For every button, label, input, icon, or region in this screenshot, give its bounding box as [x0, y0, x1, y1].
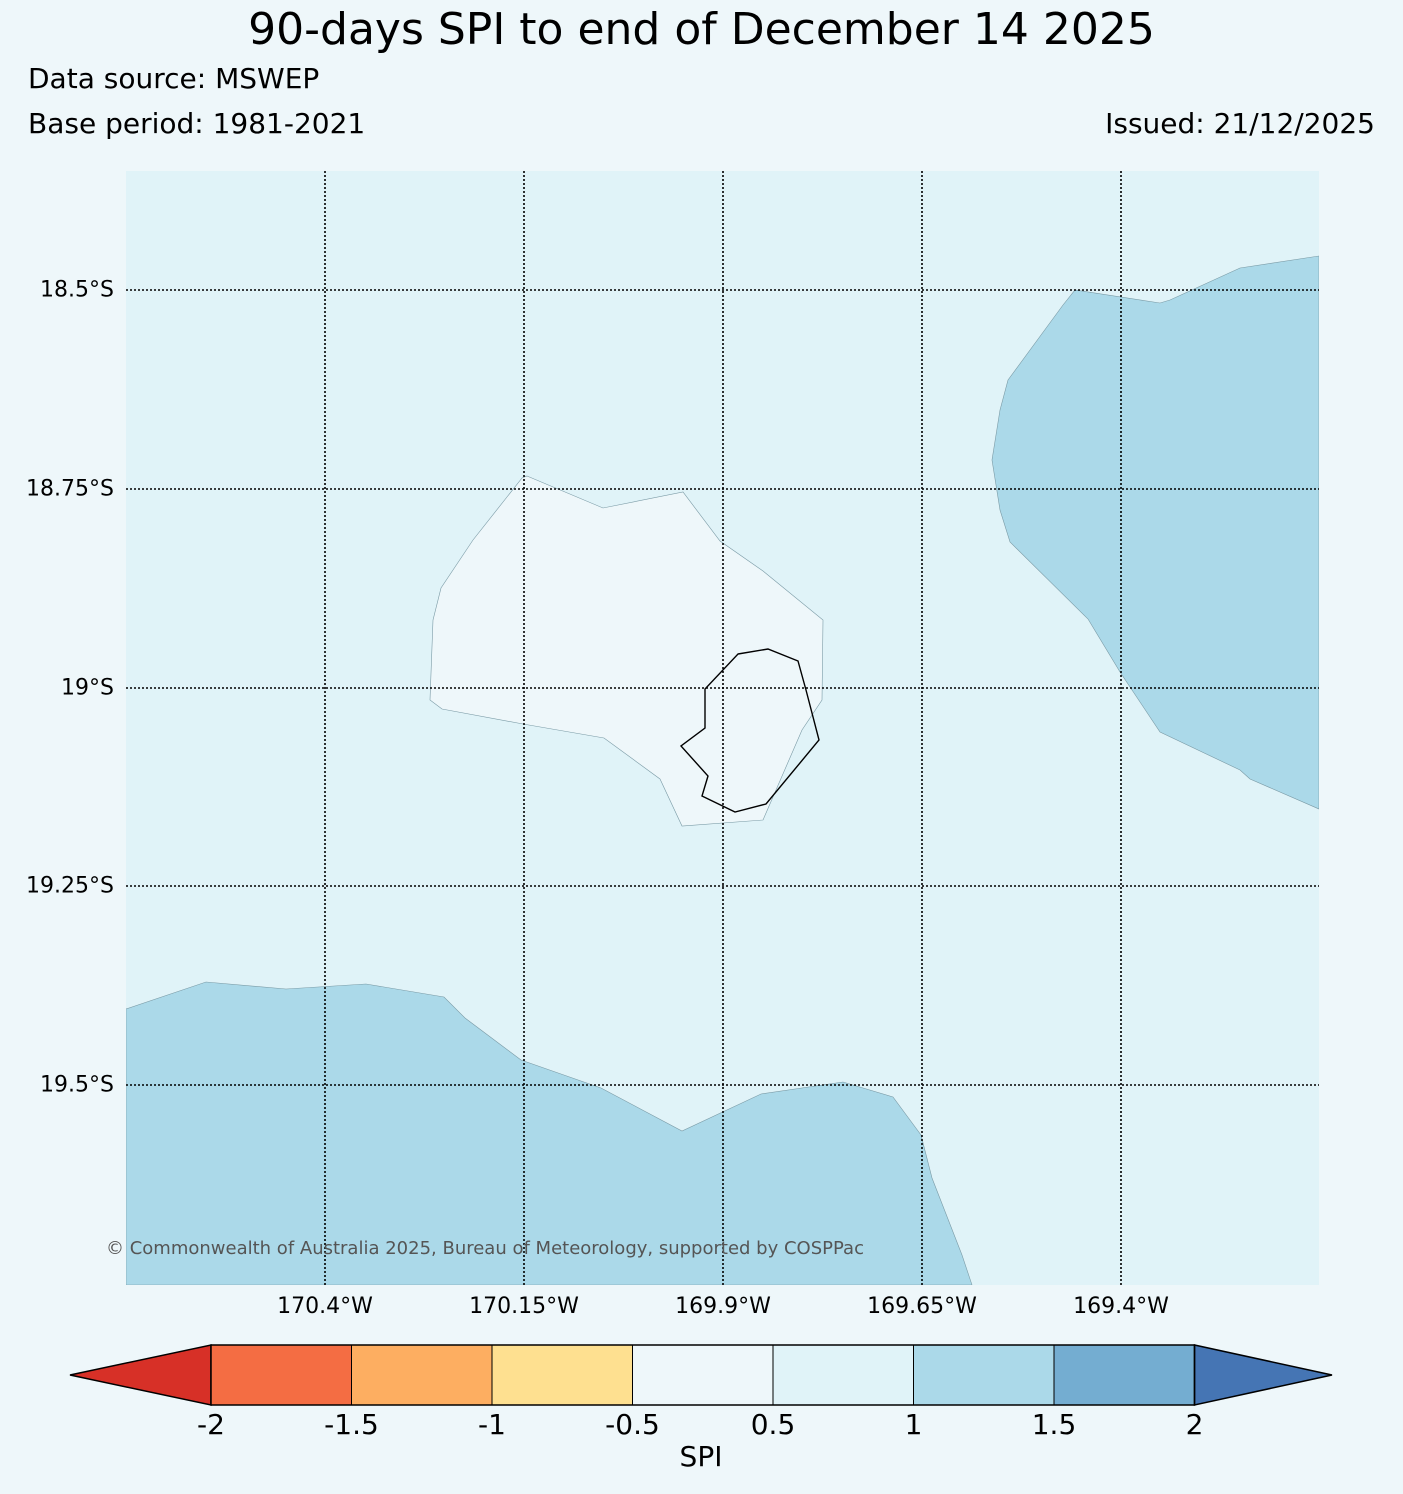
region-spi-1-1.5-northeast: [991, 255, 1319, 810]
colorbar-tick: 1: [904, 1408, 923, 1441]
lon-label-169.65W: 169.65°W: [867, 1294, 977, 1319]
colorbar-frame: [210, 1344, 1196, 1406]
data-source-text: Data source: MSWEP: [28, 62, 320, 95]
colorbar-tick: -1: [478, 1408, 506, 1441]
colorbar-swatch-1: [211, 1345, 352, 1405]
colorbar-tick: -1.5: [324, 1408, 379, 1441]
island-coastline: [679, 648, 820, 813]
colorbar-tick: -2: [197, 1408, 225, 1441]
issued-date-text: Issued: 21/12/2025: [1105, 107, 1375, 140]
colorbar-swatch-3: [492, 1345, 633, 1405]
colorbar-tick: -0.5: [605, 1408, 660, 1441]
lon-label-170.4W: 170.4°W: [277, 1294, 373, 1319]
lat-label-19.25S: 19.25°S: [26, 873, 114, 899]
lat-label-19.5S: 19.5°S: [40, 1072, 114, 1098]
colorbar: [69, 1344, 1333, 1406]
lon-label-169.9W: 169.9°W: [675, 1294, 771, 1319]
lat-label-19S: 19°S: [61, 675, 114, 701]
lon-label-169.4W: 169.4°W: [1073, 1294, 1169, 1319]
colorbar-swatch-7: [1054, 1345, 1195, 1405]
gridlines: [126, 171, 1319, 1285]
colorbar-swatch-2: [351, 1345, 492, 1405]
colorbar-label: SPI: [679, 1440, 723, 1473]
colorbar-tick: 0.5: [750, 1408, 796, 1441]
colorbar-swatch-4: [632, 1345, 773, 1405]
lat-label-18.5S: 18.5°S: [40, 277, 114, 303]
colorbar-swatch-5: [773, 1345, 914, 1405]
colorbar-extend-high: [1193, 1344, 1333, 1406]
region-spi-neutral-central: [429, 475, 824, 827]
lat-label-18.75S: 18.75°S: [26, 476, 114, 502]
base-period-text: Base period: 1981-2021: [28, 107, 366, 140]
colorbar-swatch-6: [913, 1345, 1054, 1405]
map-title: 90-days SPI to end of December 14 2025: [248, 4, 1155, 55]
colorbar-tick: 2: [1185, 1408, 1204, 1441]
colorbar-extend-low: [69, 1344, 212, 1406]
lon-label-170.15W: 170.15°W: [469, 1294, 579, 1319]
colorbar-tick: 1.5: [1031, 1408, 1077, 1441]
region-spi-1-1.5-south: [126, 981, 973, 1285]
copyright-notice: © Commonwealth of Australia 2025, Bureau…: [106, 1238, 864, 1259]
